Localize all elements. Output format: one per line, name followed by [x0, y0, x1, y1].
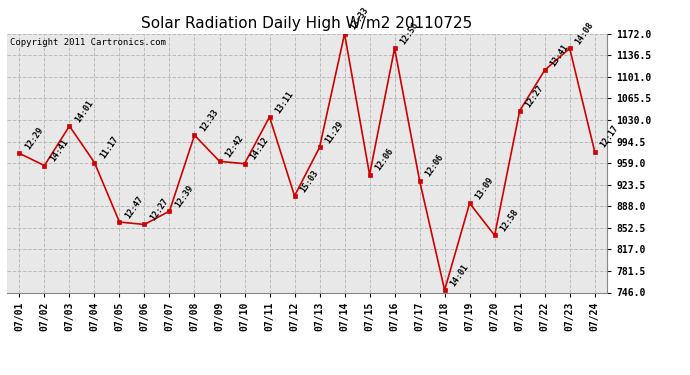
Text: 12:56: 12:56 [399, 21, 420, 46]
Text: 12:17: 12:17 [599, 124, 620, 149]
Text: 12:27: 12:27 [148, 196, 170, 222]
Text: 12:29: 12:29 [23, 126, 46, 151]
Text: 14:08: 14:08 [574, 21, 595, 46]
Title: Solar Radiation Daily High W/m2 20110725: Solar Radiation Daily High W/m2 20110725 [141, 16, 473, 31]
Text: 12:06: 12:06 [424, 153, 446, 178]
Text: 12:42: 12:42 [224, 134, 246, 159]
Text: 12:06: 12:06 [374, 147, 395, 172]
Text: 12:39: 12:39 [174, 183, 195, 209]
Text: 13:09: 13:09 [474, 176, 495, 201]
Text: 12:33: 12:33 [199, 107, 220, 133]
Text: 13:11: 13:11 [274, 89, 295, 115]
Text: 13:41: 13:41 [549, 42, 571, 68]
Text: 11:29: 11:29 [324, 120, 346, 145]
Text: 11:17: 11:17 [99, 135, 120, 160]
Text: 14:12: 14:12 [248, 136, 270, 162]
Text: 14:01: 14:01 [448, 262, 471, 288]
Text: 12:27: 12:27 [524, 83, 546, 109]
Text: 15:03: 15:03 [299, 168, 320, 194]
Text: Copyright 2011 Cartronics.com: Copyright 2011 Cartronics.com [10, 38, 166, 46]
Text: 12:58: 12:58 [499, 208, 520, 233]
Text: 14:41: 14:41 [48, 138, 70, 164]
Text: 14:01: 14:01 [74, 98, 95, 124]
Text: 13:33: 13:33 [348, 6, 371, 32]
Text: 12:47: 12:47 [124, 194, 146, 220]
